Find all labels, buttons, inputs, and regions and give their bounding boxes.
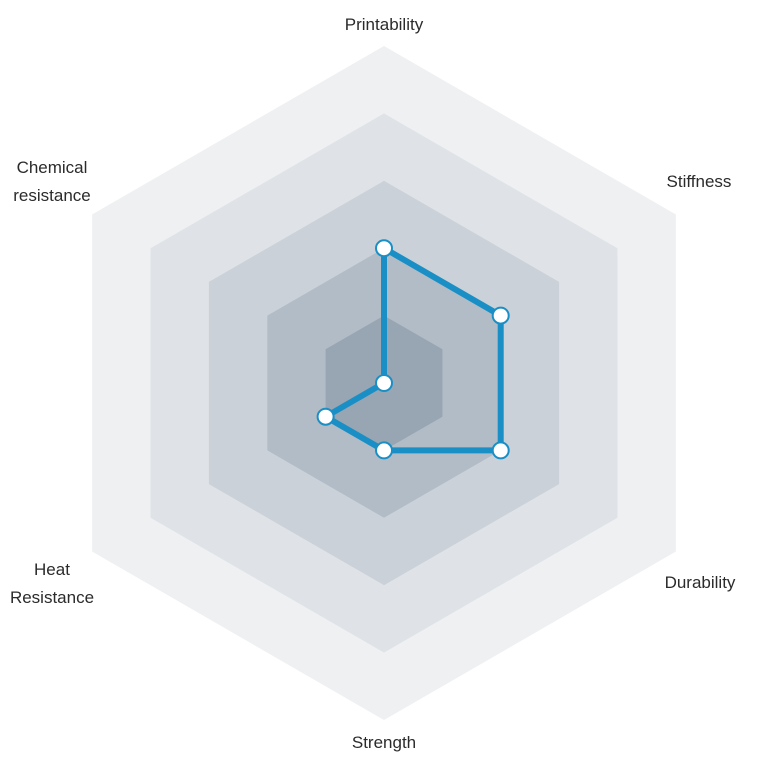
axis-label-line: Resistance [10,588,94,607]
axis-label-0: Printability [345,15,424,34]
data-point-2 [491,441,510,460]
data-point-4 [316,407,335,426]
axis-label-line: Stiffness [667,172,732,191]
axis-label-1: Stiffness [667,172,732,191]
axis-label-line: Durability [665,573,736,592]
axis-label-3: Strength [352,733,416,752]
axis-label-line: Strength [352,733,416,752]
data-point-1 [491,306,510,325]
axis-label-2: Durability [665,573,736,592]
axis-label-4: Heat Resistance [10,560,94,607]
axis-label-5: Chemical resistance [13,158,90,205]
axis-label-line: resistance [13,186,90,205]
axis-label-line: Printability [345,15,424,34]
axis-label-line: Heat [34,560,70,579]
data-series [316,239,510,460]
data-point-5 [375,374,393,392]
data-point-0 [375,239,393,258]
axis-label-line: Chemical [17,158,88,177]
axis-labels: Printability Stiffness Durability Strength H… [10,15,736,752]
data-point-3 [375,441,393,460]
